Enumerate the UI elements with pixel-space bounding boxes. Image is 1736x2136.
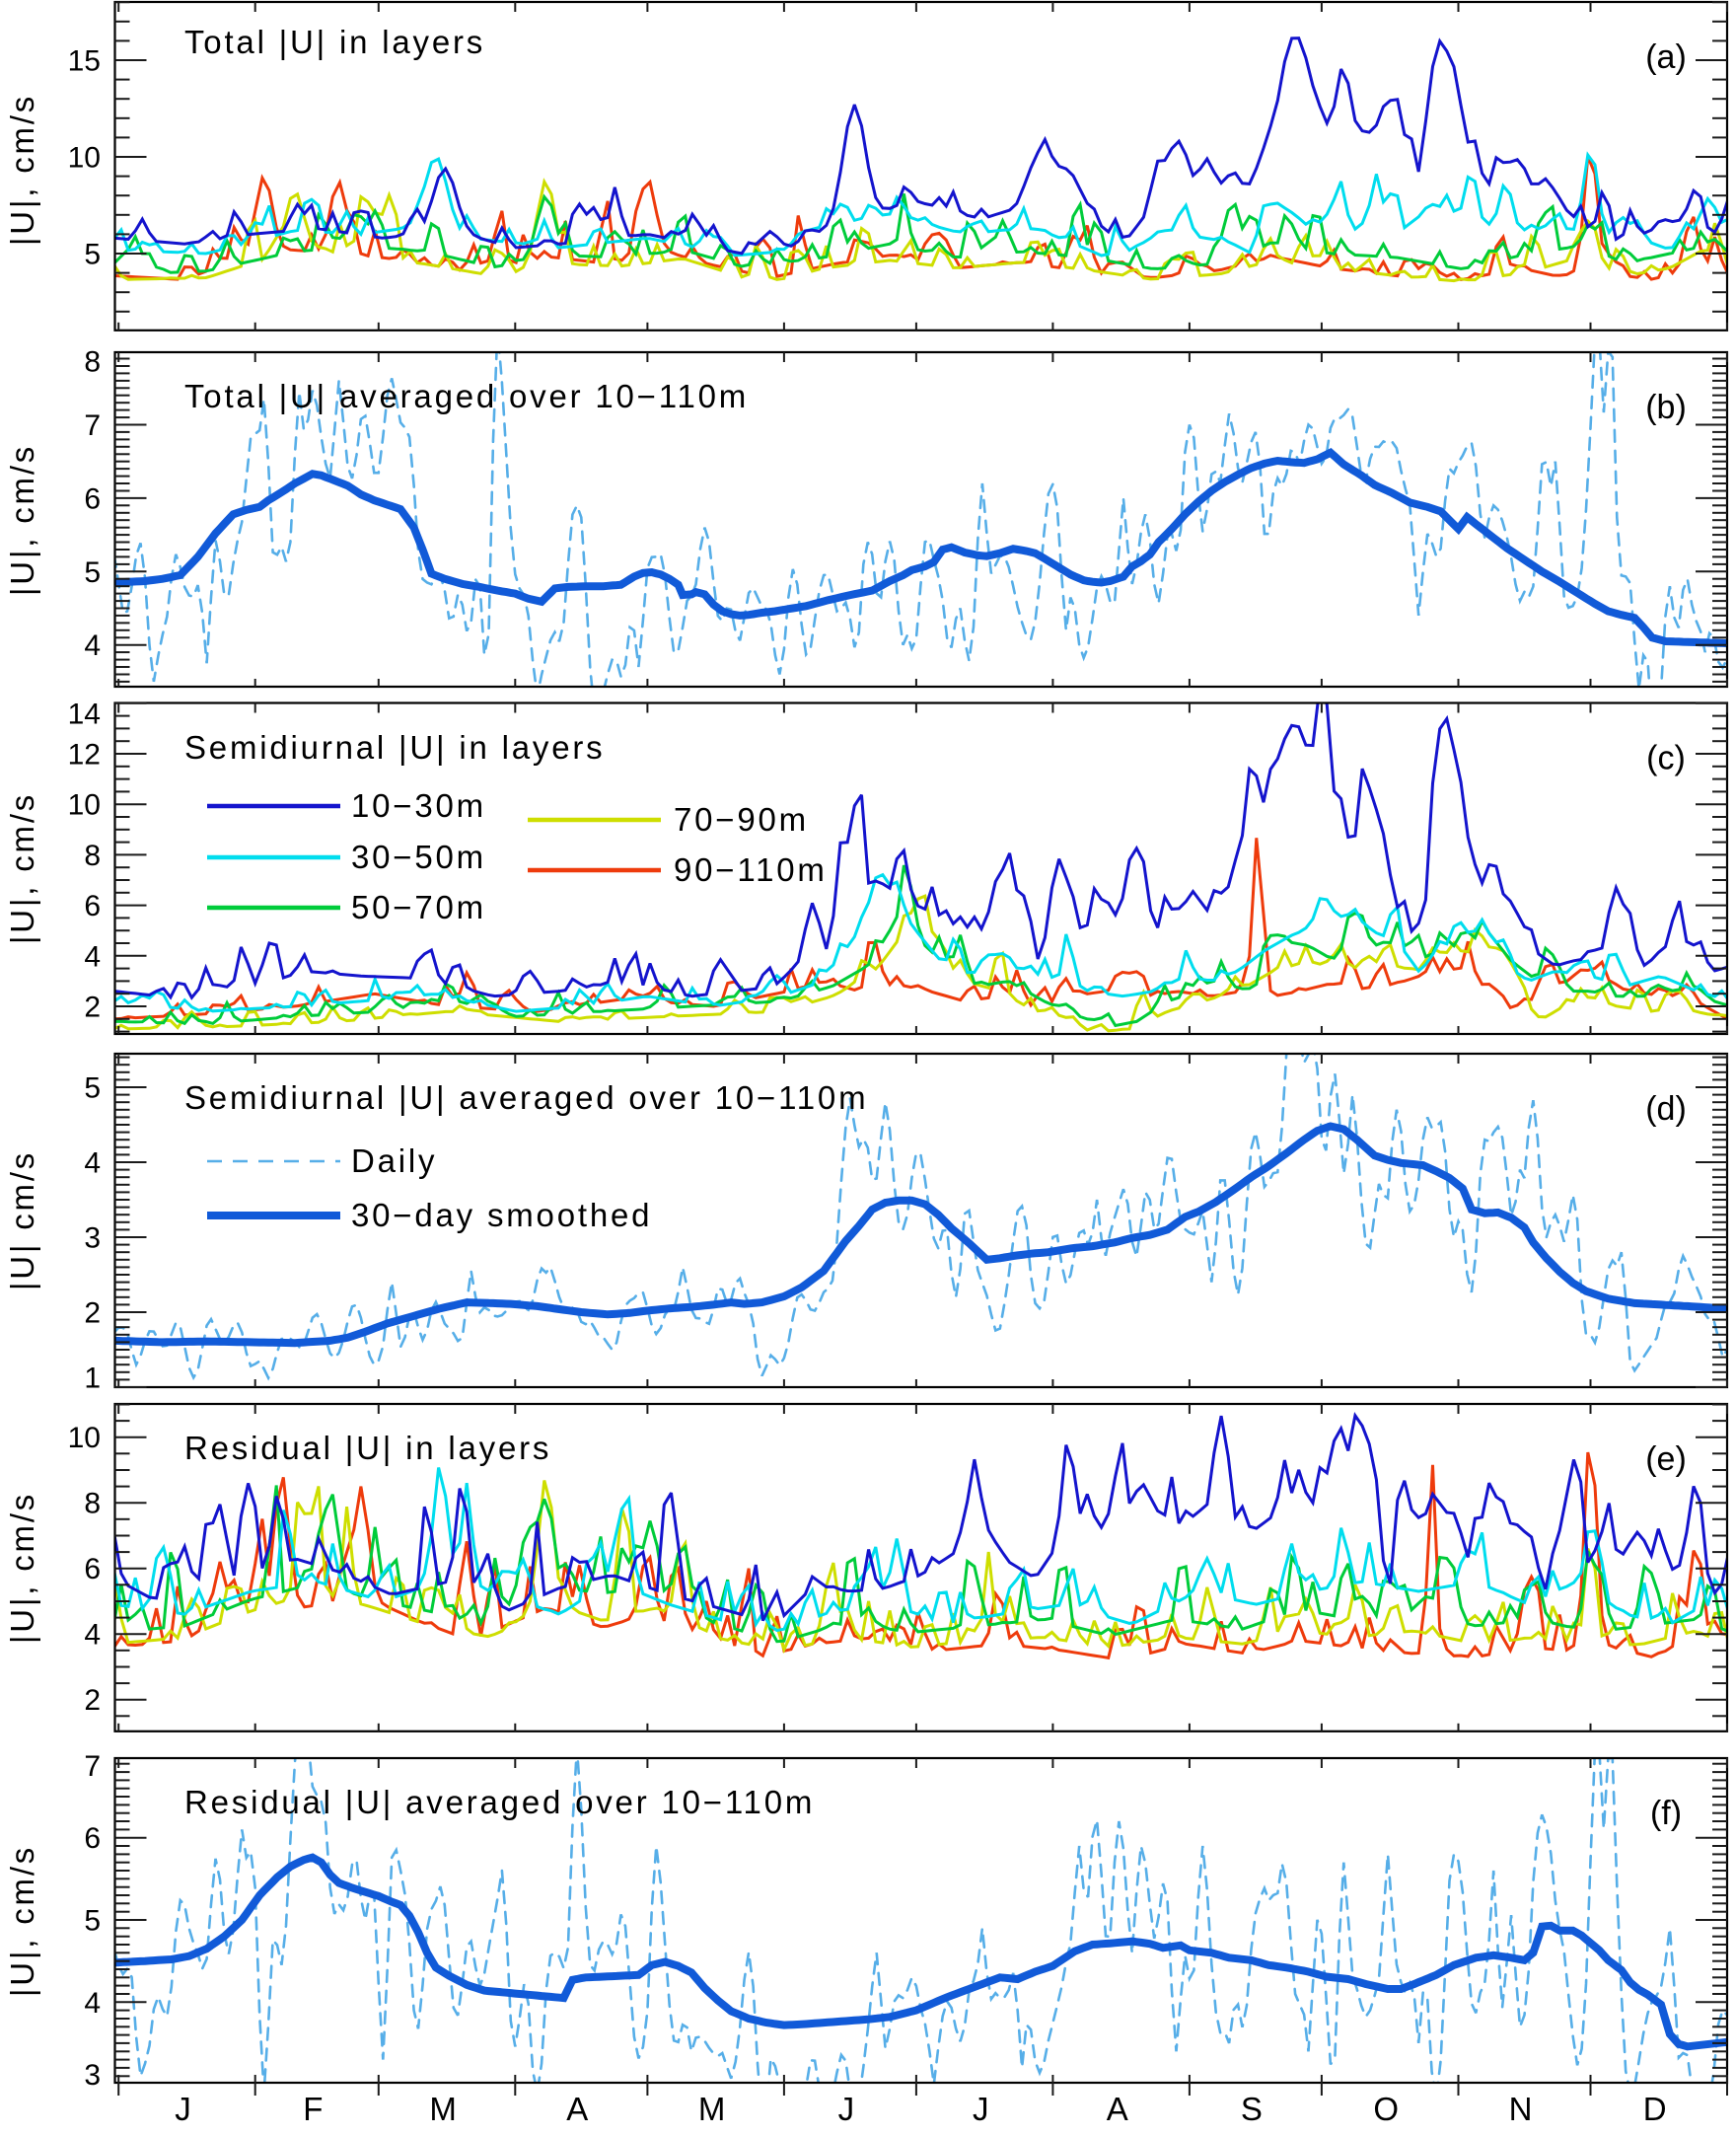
svg-text:2: 2	[84, 992, 101, 1024]
svg-text:Residual |U| averaged over 10−: Residual |U| averaged over 10−110m	[184, 1784, 815, 1820]
svg-text:|U|, cm/s: |U|, cm/s	[4, 444, 40, 596]
svg-text:|U|, cm/s: |U|, cm/s	[4, 1845, 40, 1997]
svg-text:70−90m: 70−90m	[674, 801, 809, 838]
svg-text:J: J	[175, 2091, 191, 2127]
svg-text:12: 12	[68, 739, 101, 772]
svg-text:10: 10	[68, 789, 101, 822]
svg-text:10: 10	[68, 142, 101, 175]
svg-text:8: 8	[84, 1488, 101, 1520]
svg-text:A: A	[566, 2091, 588, 2127]
svg-text:|U| cm/s: |U| cm/s	[4, 1150, 40, 1290]
svg-text:50−70m: 50−70m	[351, 889, 486, 925]
svg-text:J: J	[838, 2091, 855, 2127]
svg-text:(f): (f)	[1650, 1795, 1682, 1832]
svg-text:(b): (b)	[1645, 389, 1687, 426]
svg-text:7: 7	[84, 1750, 101, 1783]
svg-text:M: M	[698, 2091, 726, 2127]
svg-text:Total |U| in layers: Total |U| in layers	[184, 24, 485, 60]
svg-text:4: 4	[84, 1147, 101, 1180]
svg-text:Total |U| averaged over 10−110: Total |U| averaged over 10−110m	[184, 378, 749, 414]
svg-text:10−30m: 10−30m	[351, 787, 486, 824]
svg-text:6: 6	[84, 1553, 101, 1585]
svg-text:5: 5	[84, 239, 101, 271]
svg-text:7: 7	[84, 409, 101, 442]
svg-text:|U|, cm/s: |U|, cm/s	[4, 792, 40, 944]
svg-text:6: 6	[84, 482, 101, 515]
svg-text:M: M	[429, 2091, 457, 2127]
svg-text:8: 8	[84, 840, 101, 872]
svg-text:30−50m: 30−50m	[351, 839, 486, 875]
svg-text:10: 10	[68, 1422, 101, 1454]
svg-text:|U|, cm/s: |U|, cm/s	[4, 1492, 40, 1644]
svg-text:5: 5	[84, 1905, 101, 1938]
svg-text:4: 4	[84, 629, 101, 662]
svg-text:F: F	[303, 2091, 323, 2127]
svg-text:6: 6	[84, 890, 101, 922]
svg-text:3: 3	[84, 1222, 101, 1255]
svg-text:4: 4	[84, 1987, 101, 2020]
svg-text:14: 14	[68, 698, 101, 730]
svg-text:Semidiurnal |U| averaged over: Semidiurnal |U| averaged over 10−110m	[184, 1079, 868, 1116]
svg-text:1: 1	[84, 1363, 101, 1395]
svg-text:(d): (d)	[1645, 1090, 1687, 1128]
svg-text:(c): (c)	[1646, 740, 1686, 777]
svg-text:6: 6	[84, 1822, 101, 1855]
svg-text:15: 15	[68, 45, 101, 78]
svg-text:|U|, cm/s: |U|, cm/s	[4, 94, 40, 246]
svg-text:(a): (a)	[1645, 38, 1687, 76]
svg-text:N: N	[1509, 2091, 1533, 2127]
svg-text:O: O	[1373, 2091, 1399, 2127]
svg-text:30−day smoothed: 30−day smoothed	[351, 1197, 652, 1233]
svg-text:Daily: Daily	[351, 1142, 437, 1179]
svg-text:A: A	[1107, 2091, 1128, 2127]
svg-text:5: 5	[84, 556, 101, 589]
svg-text:5: 5	[84, 1072, 101, 1105]
svg-text:90−110m: 90−110m	[674, 851, 828, 888]
svg-text:8: 8	[84, 346, 101, 379]
svg-text:(e): (e)	[1645, 1440, 1687, 1478]
svg-text:2: 2	[84, 1684, 101, 1717]
svg-text:J: J	[973, 2091, 989, 2127]
svg-text:Semidiurnal |U| in layers: Semidiurnal |U| in layers	[184, 729, 605, 766]
svg-text:Residual |U| in layers: Residual |U| in layers	[184, 1430, 551, 1466]
svg-text:4: 4	[84, 1619, 101, 1652]
svg-text:S: S	[1241, 2091, 1263, 2127]
svg-text:D: D	[1643, 2091, 1667, 2127]
svg-text:3: 3	[84, 2059, 101, 2092]
svg-text:4: 4	[84, 940, 101, 973]
svg-text:2: 2	[84, 1297, 101, 1330]
